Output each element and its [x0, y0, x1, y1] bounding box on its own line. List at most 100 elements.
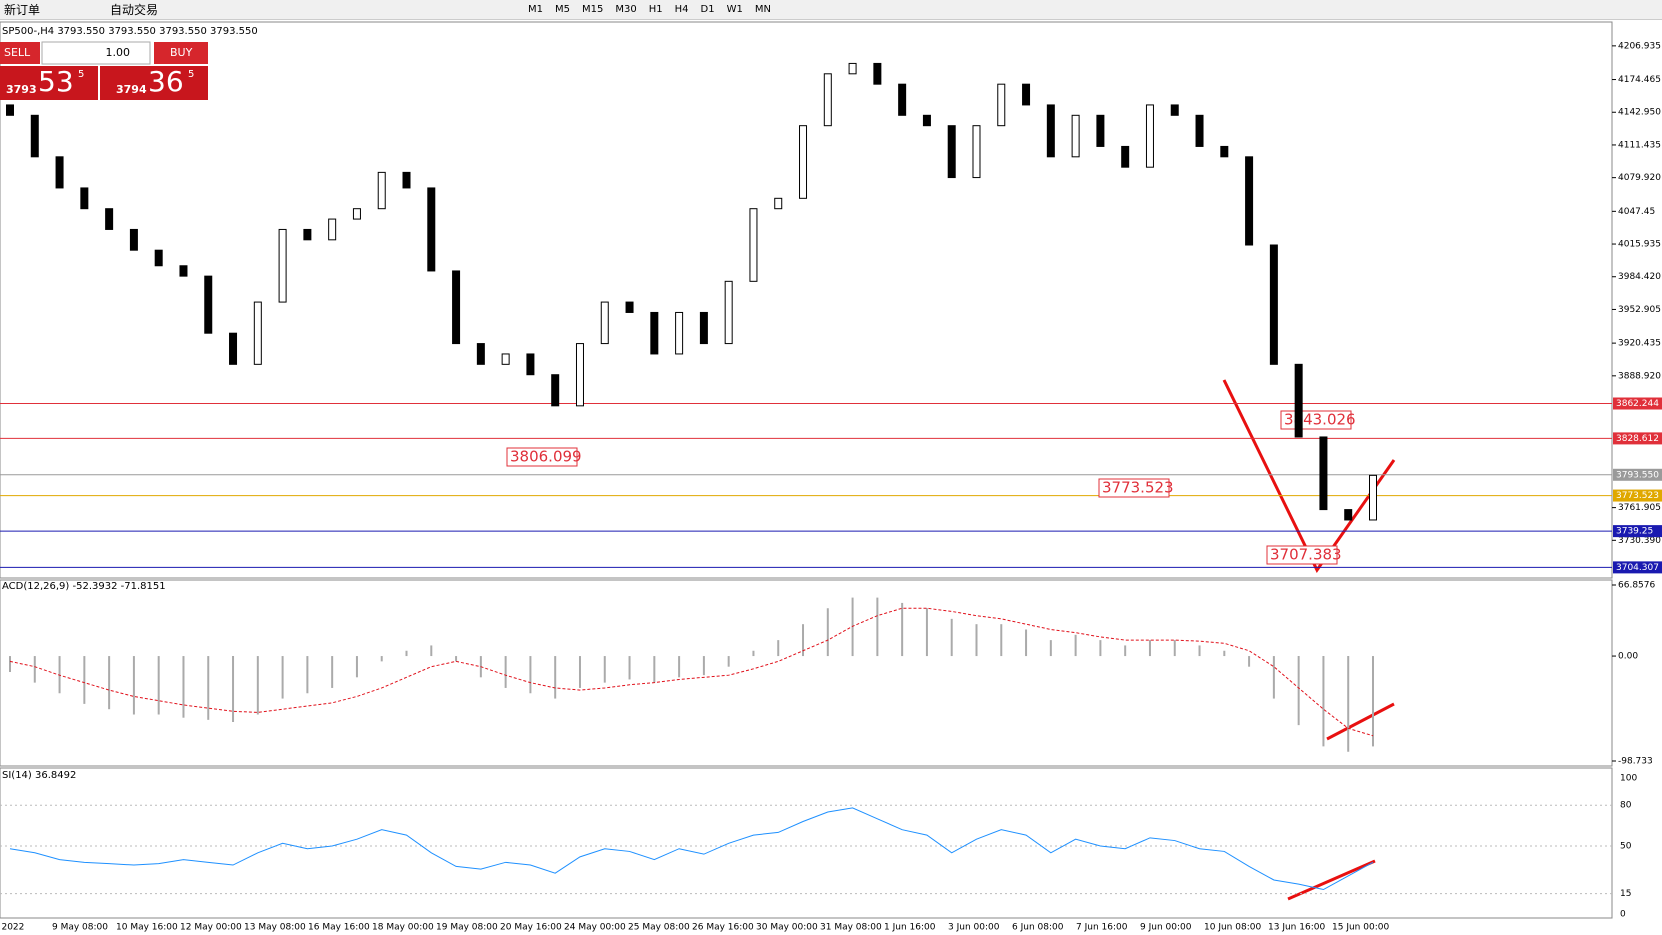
candle [402, 171, 411, 189]
sell-price[interactable] [0, 66, 98, 100]
candle [352, 208, 361, 220]
candle [377, 171, 386, 210]
x-tick-label: 7 Jun 16:00 [1076, 923, 1128, 933]
x-tick-label: 13 May 08:00 [244, 923, 306, 933]
y-tick-label: 3761.905 [1618, 503, 1661, 513]
level-box [1613, 432, 1662, 445]
level-label: 3793.550 [1616, 470, 1659, 480]
y-tick-label: 15 [1620, 889, 1631, 899]
candle [1269, 244, 1278, 365]
candle [551, 374, 560, 407]
candle [848, 62, 857, 75]
candle [774, 197, 783, 210]
x-tick-label: 16 May 16:00 [308, 923, 370, 933]
level-box [1613, 525, 1662, 538]
candle [229, 332, 238, 365]
order-panel: SELL 1.00 BUY 3793 53 5 3794 36 5 [0, 41, 208, 100]
candle [873, 62, 882, 85]
y-tick-label: 3730.390 [1618, 536, 1661, 546]
candle [1319, 436, 1328, 511]
buy-sup: 5 [188, 69, 194, 80]
candle [650, 311, 659, 355]
timeframe[interactable]: D1 [700, 4, 715, 15]
candle [823, 73, 832, 127]
candle [947, 125, 956, 179]
sell-label: SELL [4, 46, 31, 59]
y-tick-label: 50 [1620, 842, 1632, 852]
timeframe[interactable]: M1 [528, 4, 544, 15]
level-box [1613, 468, 1662, 481]
y-tick-label: 3888.920 [1618, 371, 1661, 381]
timeframes: M1 M5 M15 M30 H1 H4 D1 W1 MN [528, 4, 771, 15]
candle [80, 187, 89, 210]
candle [625, 301, 634, 313]
y-tick-label: 0 [1620, 910, 1626, 920]
x-tick-label: 3 Jun 00:00 [948, 923, 1000, 933]
x-tick-label: 9 Jun 00:00 [1140, 923, 1192, 933]
sell-big: 3793 [6, 83, 37, 96]
arrows [1222, 379, 1396, 901]
candle [526, 353, 535, 376]
toolbar-button[interactable]: 新订单 [4, 3, 41, 17]
buy-price[interactable] [100, 66, 208, 100]
volume: 1.00 [106, 46, 131, 59]
candle [1220, 145, 1229, 158]
macd-signal [9, 607, 1374, 737]
rsi-label: SI(14) 36.8492 [2, 770, 76, 781]
arrow [1287, 859, 1376, 901]
x-tick-label: 25 May 08:00 [628, 923, 690, 933]
level-label: 3828.612 [1616, 434, 1659, 444]
candle [1022, 83, 1031, 106]
y-tick-label: 3984.420 [1618, 272, 1661, 282]
candle [1096, 114, 1105, 147]
x-tick-label: 10 May 16:00 [116, 923, 178, 933]
y-tick-label: 4111.435 [1618, 140, 1661, 150]
rsi-panel [0, 767, 1613, 919]
chart-title: SP500-,H4 3793.550 3793.550 3793.550 379… [2, 26, 258, 37]
sell-button[interactable] [0, 42, 40, 64]
timeframe[interactable]: MN [754, 4, 771, 15]
candle [253, 301, 262, 365]
x-tick-label: 20 May 16:00 [500, 923, 562, 933]
annotation: 3707.383 [1270, 546, 1342, 564]
candle [1071, 114, 1080, 158]
timeframe[interactable]: H1 [648, 4, 663, 15]
timeframe[interactable]: M30 [615, 4, 637, 15]
candle [427, 187, 436, 272]
candle [55, 156, 64, 189]
x-tick-label: 24 May 00:00 [564, 923, 626, 933]
buy-button[interactable] [154, 42, 208, 64]
y-tick-label: 3920.435 [1618, 339, 1661, 349]
candle [129, 228, 138, 251]
candle [799, 125, 808, 199]
volume-input[interactable] [41, 41, 151, 65]
timeframe[interactable]: M5 [555, 4, 571, 15]
candle [30, 114, 39, 158]
candle [1046, 104, 1055, 158]
candle [154, 249, 163, 267]
annotation-box [1098, 478, 1170, 498]
level-label: 3739.25 [1616, 527, 1653, 537]
annotation-box [506, 447, 578, 467]
timeframe[interactable]: M15 [582, 4, 604, 15]
toolbar-button[interactable]: 自动交易 [110, 3, 159, 17]
x-tick-label: May 2022 [0, 923, 24, 933]
buy-label: BUY [170, 46, 193, 59]
candle [204, 275, 213, 334]
y-tick-label: 4206.935 [1618, 41, 1661, 51]
buy-big: 3794 [116, 83, 147, 96]
x-tick-label: 6 Jun 08:00 [1012, 923, 1064, 933]
y-tick-label: 0.00 [1618, 652, 1638, 662]
macd-label: ACD(12,26,9) -52.3932 -71.8151 [2, 581, 166, 592]
sell-main: 53 [38, 65, 74, 98]
x-tick-label: 9 May 08:00 [52, 923, 108, 933]
candle [675, 311, 684, 355]
candle [501, 353, 510, 365]
toolbar: 新订单 自动交易 M1 M5 M15 M30 H1 H4 D1 W1 MN [0, 0, 1662, 20]
timeframe[interactable]: W1 [726, 4, 743, 15]
candle [724, 280, 733, 345]
buy-main: 36 [148, 65, 184, 98]
x-tick-label: 1 Jun 16:00 [884, 923, 936, 933]
arrow [1326, 702, 1395, 741]
timeframe[interactable]: H4 [674, 4, 689, 15]
